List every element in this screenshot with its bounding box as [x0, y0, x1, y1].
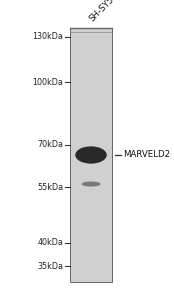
- Text: SH-SY5Y: SH-SY5Y: [88, 0, 120, 23]
- Text: MARVELD2: MARVELD2: [123, 151, 170, 160]
- Ellipse shape: [82, 150, 98, 158]
- Text: 130kDa: 130kDa: [32, 32, 63, 41]
- Text: 70kDa: 70kDa: [37, 140, 63, 149]
- Ellipse shape: [82, 182, 100, 187]
- Text: 100kDa: 100kDa: [32, 78, 63, 87]
- Text: 40kDa: 40kDa: [37, 238, 63, 247]
- Text: 35kDa: 35kDa: [37, 262, 63, 271]
- Bar: [70, 28, 112, 282]
- Text: 55kDa: 55kDa: [37, 183, 63, 192]
- Ellipse shape: [75, 146, 107, 164]
